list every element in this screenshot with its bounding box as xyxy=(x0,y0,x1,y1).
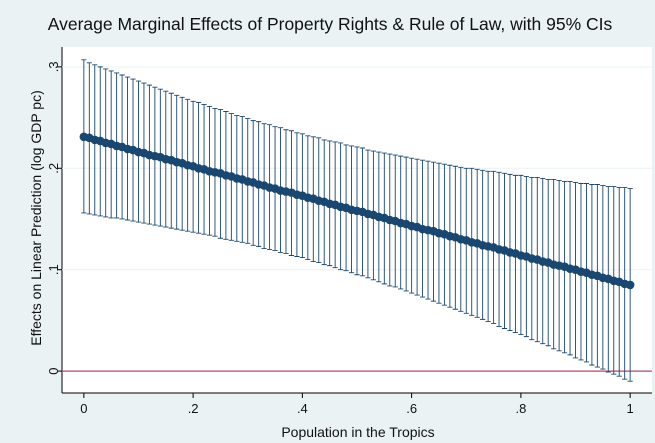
x-tick-label: 1 xyxy=(627,401,634,416)
x-tick-label: 0 xyxy=(80,401,87,416)
y-tick-label: .1 xyxy=(46,264,61,275)
x-tick-label: .2 xyxy=(188,401,199,416)
x-tick-label: .8 xyxy=(515,401,526,416)
y-tick-label: 0 xyxy=(46,367,61,374)
y-tick-label: .2 xyxy=(46,163,61,174)
y-tick-label: .3 xyxy=(46,61,61,72)
chart-title: Average Marginal Effects of Property Rig… xyxy=(48,14,613,34)
estimate-point xyxy=(625,280,635,290)
y-axis-label: Effects on Linear Prediction (log GDP pc… xyxy=(28,90,44,346)
x-axis-label: Population in the Tropics xyxy=(281,424,434,440)
x-tick-label: .4 xyxy=(297,401,308,416)
x-tick-label: .6 xyxy=(406,401,417,416)
